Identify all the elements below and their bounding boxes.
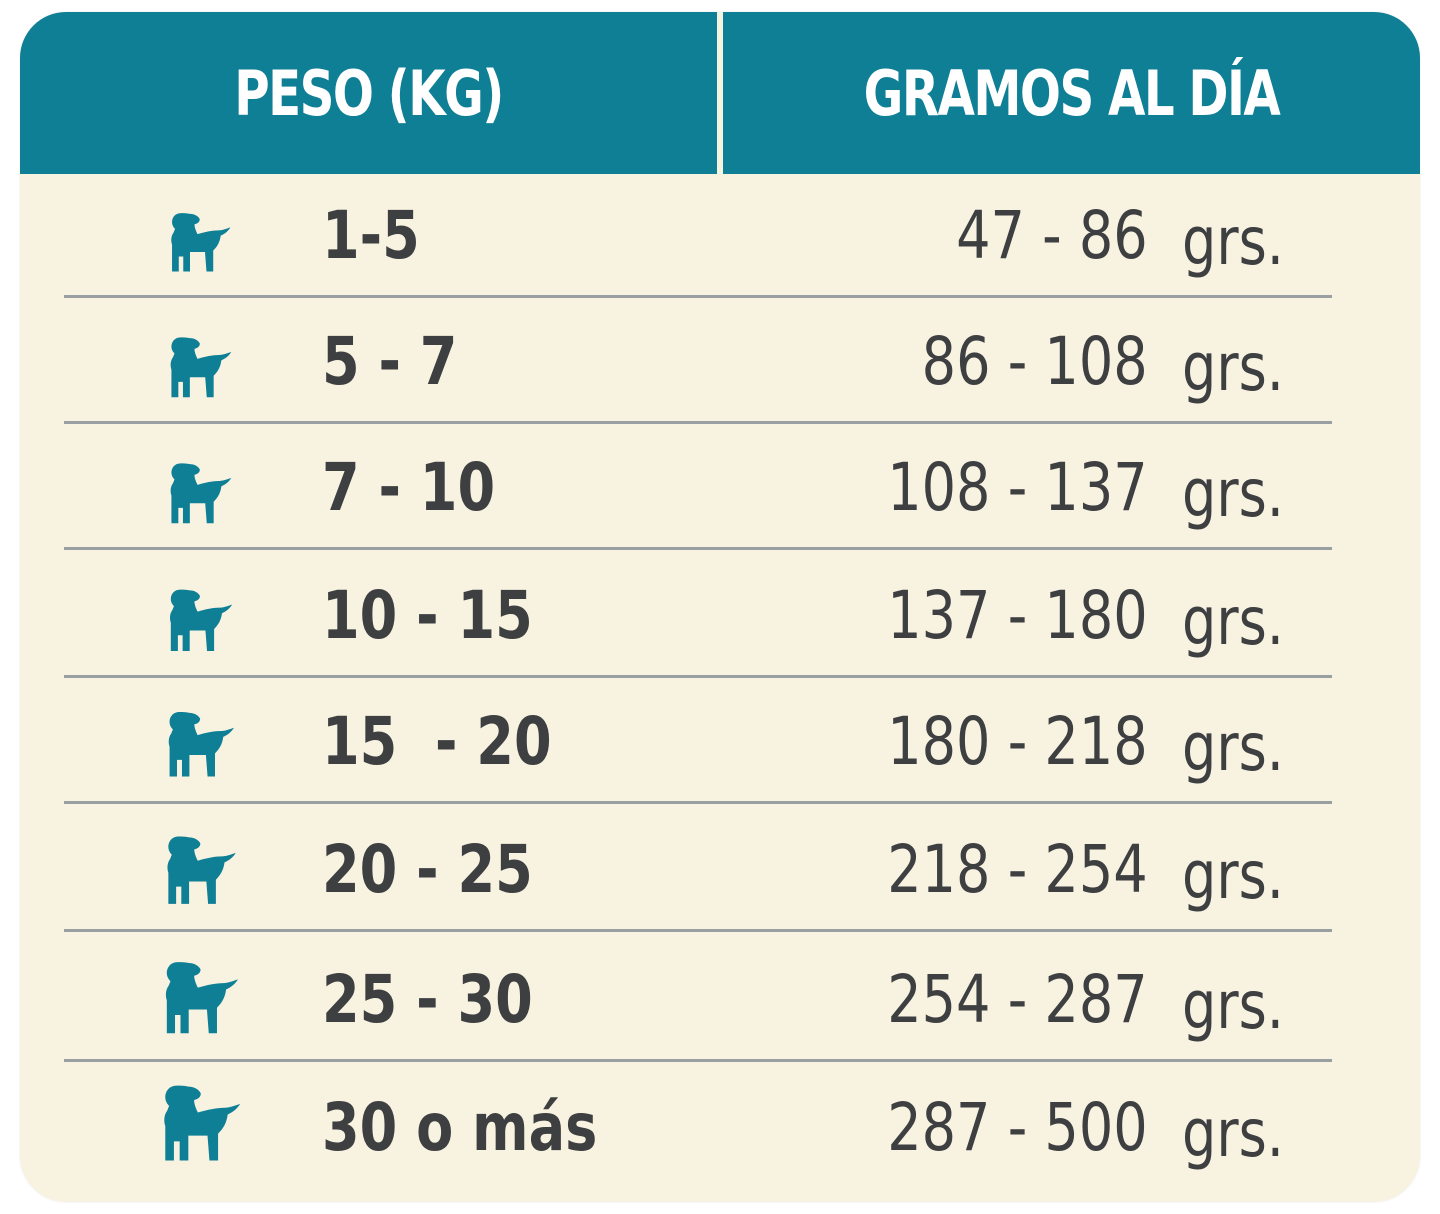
table-row: 25 - 30 254 - 287 grs. (20, 936, 1420, 1062)
row-separator (64, 421, 1332, 424)
table-header: PESO (KG) GRAMOS AL DÍA (20, 12, 1420, 174)
grams-unit: grs. (1182, 582, 1285, 660)
table-row: 1-5 47 - 86 grs. (20, 172, 1420, 298)
puppy-icon (148, 438, 244, 534)
grams-unit: grs. (1182, 1094, 1285, 1172)
row-separator (64, 295, 1332, 298)
grams-range: 254 - 287 (887, 960, 1148, 1038)
grams-range: 218 - 254 (887, 830, 1148, 908)
puppy-icon (148, 566, 244, 662)
weight-range: 20 - 25 (322, 830, 533, 908)
grams-range: 47 - 86 (956, 196, 1148, 274)
weight-range: 15 - 20 (322, 702, 552, 780)
grams-unit: grs. (1182, 966, 1285, 1044)
weight-range: 5 - 7 (322, 322, 458, 400)
weight-range: 30 o más (322, 1088, 598, 1166)
row-separator (64, 675, 1332, 678)
header-grams: GRAMOS AL DÍA (863, 56, 1281, 130)
puppy-icon (148, 186, 244, 282)
puppy-icon (148, 1078, 244, 1174)
header-divider (717, 12, 723, 174)
grams-unit: grs. (1182, 454, 1285, 532)
table-row: 5 - 7 86 - 108 grs. (20, 298, 1420, 424)
row-separator (64, 1059, 1332, 1062)
row-separator (64, 547, 1332, 550)
grams-unit: grs. (1182, 836, 1285, 914)
table-row: 10 - 15 137 - 180 grs. (20, 552, 1420, 678)
table-row: 20 - 25 218 - 254 grs. (20, 806, 1420, 932)
puppy-icon (148, 312, 244, 408)
grams-range: 137 - 180 (887, 576, 1148, 654)
puppy-icon (148, 820, 244, 916)
table-row: 15 - 20 180 - 218 grs. (20, 678, 1420, 804)
row-separator (64, 929, 1332, 932)
weight-range: 1-5 (322, 196, 420, 274)
grams-unit: grs. (1182, 708, 1285, 786)
grams-range: 108 - 137 (887, 448, 1148, 526)
weight-range: 7 - 10 (322, 448, 496, 526)
puppy-icon (148, 692, 244, 788)
feeding-table: PESO (KG) GRAMOS AL DÍA 1-5 47 - 86 grs. 5 … (20, 12, 1420, 1202)
grams-unit: grs. (1182, 328, 1285, 406)
grams-range: 180 - 218 (887, 702, 1148, 780)
puppy-icon (148, 950, 244, 1046)
grams-unit: grs. (1182, 202, 1285, 280)
grams-range: 86 - 108 (921, 322, 1148, 400)
table-row: 30 o más 287 - 500 grs. (20, 1064, 1420, 1190)
table-row: 7 - 10 108 - 137 grs. (20, 424, 1420, 550)
header-weight: PESO (KG) (234, 56, 504, 130)
grams-range: 287 - 500 (887, 1088, 1148, 1166)
weight-range: 10 - 15 (322, 576, 533, 654)
row-separator (64, 801, 1332, 804)
weight-range: 25 - 30 (322, 960, 533, 1038)
